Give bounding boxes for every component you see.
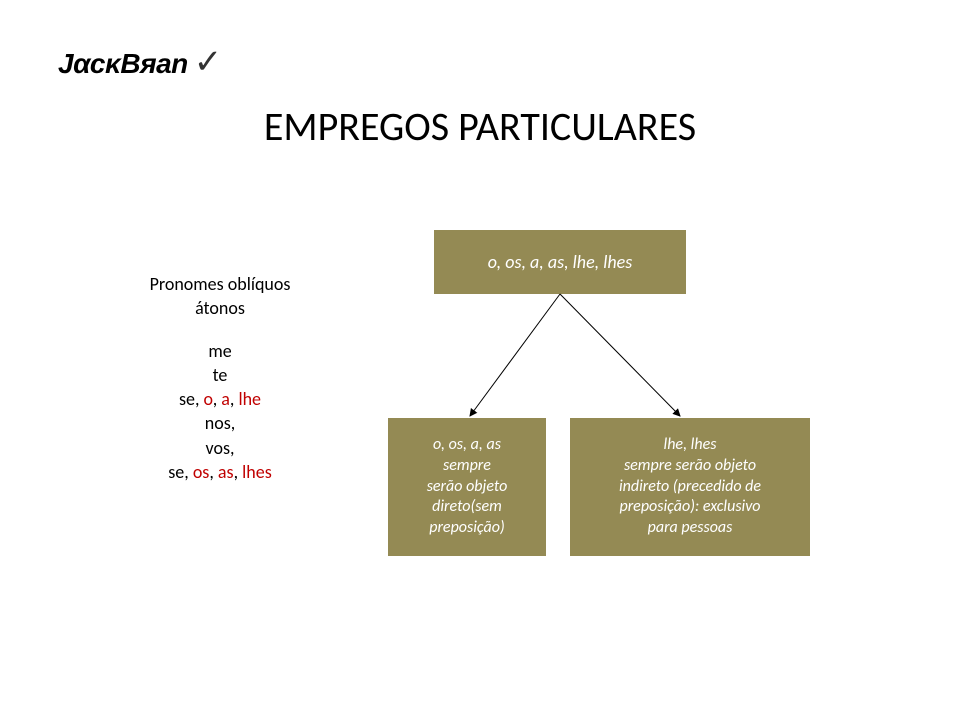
- edge-left: [470, 294, 560, 416]
- node-label: o, os, a, as sempre serão objeto direto(…: [427, 435, 508, 539]
- list-item: te: [95, 363, 345, 387]
- list-heading: Pronomes oblíquos: [95, 272, 345, 296]
- list-item: vos,: [95, 436, 345, 460]
- pronouns-list: Pronomes oblíquos átonos me te se, o, a,…: [95, 272, 345, 484]
- list-item: me: [95, 339, 345, 363]
- diagram-node-top: o, os, a, as, lhe, lhes: [434, 230, 686, 294]
- node-label: o, os, a, as, lhe, lhes: [488, 251, 632, 273]
- page-title: EMPREGOS PARTICULARES: [0, 102, 960, 151]
- logo-text: JαcκBяan: [58, 48, 188, 79]
- list-item: nos,: [95, 411, 345, 435]
- list-item: se, o, a, lhe: [95, 387, 345, 411]
- diagram-node-left: o, os, a, as sempre serão objeto direto(…: [388, 418, 546, 556]
- diagram-node-right: lhe, lhes sempre serão objeto indireto (…: [570, 418, 810, 556]
- list-item: se, os, as, lhes: [95, 460, 345, 484]
- edge-right: [560, 294, 680, 416]
- list-heading-2: átonos: [95, 296, 345, 320]
- node-label: lhe, lhes sempre serão objeto indireto (…: [619, 435, 761, 539]
- logo: JαcκBяan✓: [58, 42, 222, 82]
- check-icon: ✓: [194, 43, 222, 81]
